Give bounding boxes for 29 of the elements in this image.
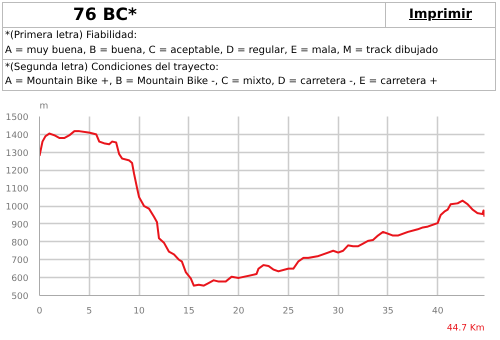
y-axis-title: m xyxy=(40,102,48,112)
y-tick-label: 1300 xyxy=(6,148,29,159)
y-tick-label: 900 xyxy=(11,220,29,230)
x-tick-label: 15 xyxy=(183,306,195,316)
x-tick-label: 20 xyxy=(232,306,245,316)
text: *(Primera letra) Fiabilidad: xyxy=(5,30,137,42)
y-tick-label: 800 xyxy=(11,238,29,248)
x-axis-title: 44.7 Km xyxy=(446,324,485,334)
line-series xyxy=(40,130,484,287)
x-tick-label: 0 xyxy=(36,306,43,316)
text: *(Segunda letra) Condiciones del trayecto: xyxy=(5,62,219,73)
x-tick-label: 5 xyxy=(86,306,92,316)
text: A = Mountain Bike +, B = Mountain Bike -, C = mixto, D = carretera -, E = carretera + xyxy=(5,76,438,88)
x-tick-label: 40 xyxy=(432,306,444,316)
text: A = muy buena, B = buena, C = aceptable, D = regular, E = mala, M = track dibujado xyxy=(5,44,438,56)
x-tick-label: 10 xyxy=(133,306,146,316)
y-tick-label: 500 xyxy=(11,292,29,302)
y-tick-label: 1000 xyxy=(6,202,29,212)
y-tick-label: 600 xyxy=(11,274,29,284)
y-tick-label: 1100 xyxy=(6,184,29,195)
x-tick-label: 30 xyxy=(332,306,344,316)
y-tick-label: 1400 xyxy=(6,130,29,141)
text: Imprimir xyxy=(386,2,496,28)
y-tick-label: 1200 xyxy=(6,166,29,177)
chart-title: 76 BC* xyxy=(2,2,386,28)
y-tick-label: 1500 xyxy=(6,113,29,123)
y-tick-label: 700 xyxy=(11,256,29,266)
x-tick-label: 25 xyxy=(282,306,294,316)
x-tick-label: 35 xyxy=(382,306,394,316)
